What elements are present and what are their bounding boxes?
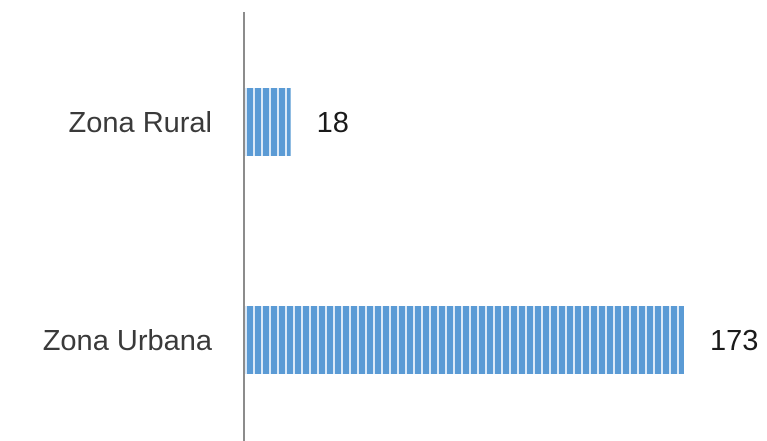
bar-zona-urbana — [245, 306, 684, 374]
bar-zona-rural — [245, 88, 291, 156]
category-label-zona-urbana: Zona Urbana — [43, 325, 213, 357]
value-label-zona-urbana: 173 — [710, 325, 758, 357]
value-label-zona-rural: 18 — [317, 107, 349, 139]
value-labels-group: 18 173 — [317, 107, 759, 357]
category-label-zona-rural: Zona Rural — [69, 107, 212, 139]
category-labels-group: Zona Rural Zona Urbana — [43, 107, 213, 357]
bars-group — [245, 88, 684, 374]
